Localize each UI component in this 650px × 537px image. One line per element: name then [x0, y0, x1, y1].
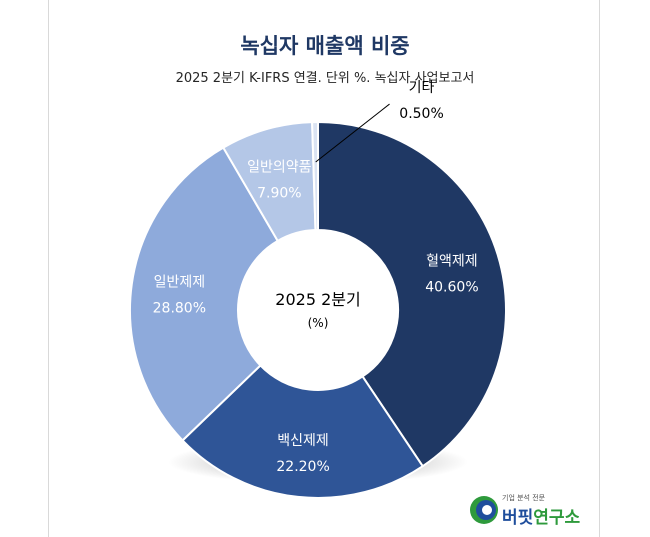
chart-frame — [48, 0, 600, 537]
slice-혈액제제 — [317, 120, 507, 468]
chart-title: 녹십자 매출액 비중 — [240, 34, 410, 58]
center-label: 2025 2분기 — [275, 290, 360, 309]
slice-label-일반제제: 일반제제 — [154, 275, 206, 291]
slice-기타 — [311, 120, 319, 232]
slice-label-백신제제: 백신제제 — [277, 433, 329, 449]
slice-label-일반의약품: 일반의약품 — [247, 159, 312, 175]
logo-tagline: 기업 분석 전문 — [502, 494, 546, 502]
slice-label-혈액제제: 혈액제제 — [426, 253, 478, 269]
center-unit: (%) — [308, 316, 329, 330]
slice-value-기타: 0.50% — [399, 106, 443, 122]
logo-name-part2: 연구소 — [533, 508, 581, 528]
chart-subtitle: 2025 2분기 K-IFRS 연결. 단위 %. 녹십자 사업보고서 — [175, 71, 475, 86]
slice-value-혈액제제: 40.60% — [425, 279, 478, 295]
logo-name-part1: 버핏 — [502, 508, 534, 528]
slice-백신제제 — [181, 364, 425, 499]
slice-value-백신제제: 22.20% — [276, 459, 329, 475]
logo-name: 버핏연구소 — [502, 503, 580, 528]
logo-icon — [470, 496, 498, 524]
slice-일반제제 — [129, 146, 280, 442]
leader-line-기타 — [315, 103, 390, 163]
slice-value-일반제제: 28.80% — [153, 301, 206, 317]
slice-label-기타: 기타 — [409, 80, 435, 96]
slice-value-일반의약품: 7.90% — [257, 185, 301, 201]
logo: 기업 분석 전문 버핏연구소 — [468, 493, 598, 529]
